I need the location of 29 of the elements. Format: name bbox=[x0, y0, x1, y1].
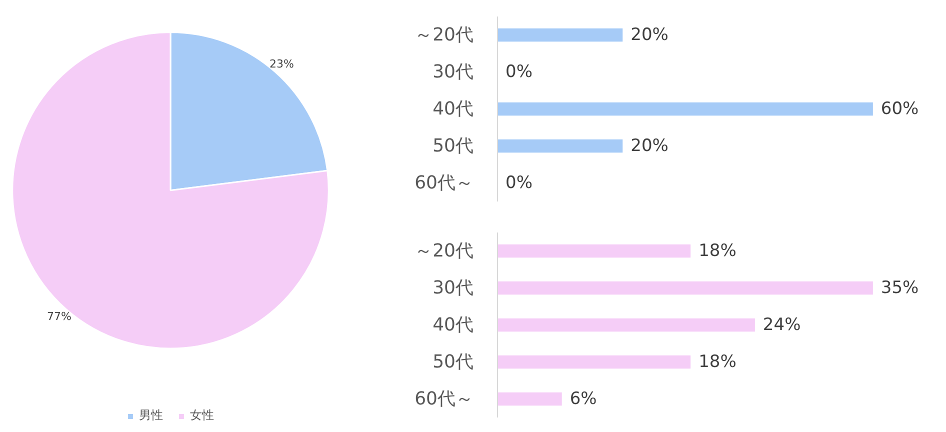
data-label: 0% bbox=[506, 62, 532, 82]
data-label: 77% bbox=[47, 310, 72, 324]
data-label: 24% bbox=[762, 315, 801, 335]
bar bbox=[498, 281, 873, 295]
bar bbox=[498, 244, 691, 258]
y-tick-label: 30代 bbox=[432, 62, 474, 82]
y-tick-label: 50代 bbox=[432, 136, 474, 156]
y-tick-label: 50代 bbox=[432, 352, 474, 372]
y-tick-label: 40代 bbox=[432, 314, 474, 336]
legend-label: 女性 bbox=[190, 407, 214, 424]
y-tick-label: ～20代 bbox=[414, 24, 474, 46]
bar bbox=[498, 392, 562, 406]
y-tick-label: 60代～ bbox=[414, 388, 474, 410]
data-label: 20% bbox=[630, 25, 668, 45]
legend-label: 男性 bbox=[139, 407, 163, 424]
y-tick-label: ～20代 bbox=[414, 240, 474, 262]
bar bbox=[498, 355, 691, 369]
data-label: 0% bbox=[506, 173, 532, 193]
data-label: 6% bbox=[570, 389, 597, 409]
data-label: 60% bbox=[880, 99, 919, 119]
data-label: 23% bbox=[270, 58, 294, 71]
data-label: 35% bbox=[880, 278, 919, 298]
y-tick-label: 40代 bbox=[432, 98, 474, 120]
bar bbox=[498, 318, 755, 332]
data-label: 18% bbox=[698, 241, 736, 261]
data-label: 18% bbox=[698, 352, 736, 372]
data-label: 20% bbox=[630, 136, 668, 156]
y-tick-label: 60代～ bbox=[414, 172, 474, 194]
y-tick-label: 30代 bbox=[432, 278, 474, 298]
